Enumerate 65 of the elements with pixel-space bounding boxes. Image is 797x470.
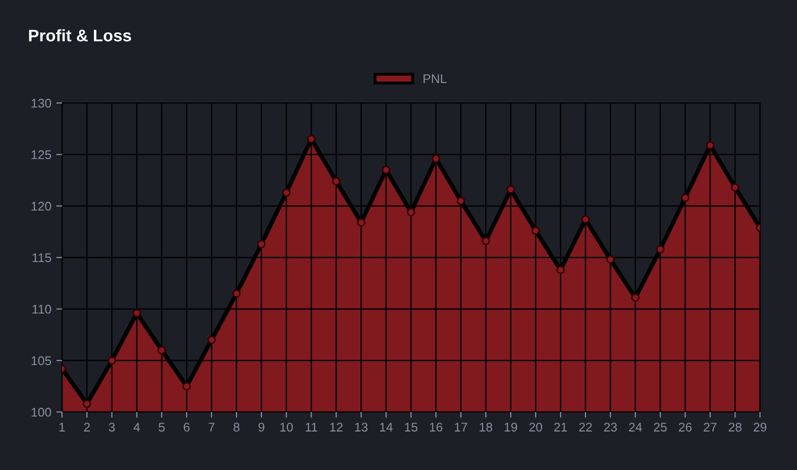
point	[356, 218, 366, 227]
point	[232, 289, 241, 298]
y-tick-label: 115	[32, 253, 52, 262]
x-tick-label: 16	[430, 422, 442, 432]
x-tick-label: 9	[258, 422, 264, 432]
x-tick-label: 12	[330, 422, 343, 432]
point	[556, 266, 565, 274]
x-tick-label: 4	[134, 422, 140, 432]
point	[482, 236, 490, 246]
x-tick-label: 13	[355, 422, 368, 432]
point	[506, 185, 515, 194]
x-tick-label: 6	[184, 422, 190, 432]
point	[706, 141, 714, 150]
y-tick-label: 130	[32, 98, 52, 108]
point	[182, 382, 191, 390]
x-tick-label: 20	[529, 422, 542, 432]
x-tick-label: 19	[504, 422, 518, 432]
point	[631, 294, 640, 302]
point	[108, 356, 116, 365]
point	[606, 255, 615, 264]
point	[307, 134, 316, 144]
point	[581, 215, 590, 224]
point	[82, 400, 92, 408]
x-tick-label: 7	[208, 422, 214, 432]
point	[730, 183, 740, 192]
y-tick-label: 100	[32, 408, 52, 417]
x-tick-label: 11	[306, 422, 318, 432]
point	[132, 308, 141, 318]
point	[158, 346, 166, 354]
x-tick-label: 8	[234, 422, 240, 432]
y-tick-label: 125	[32, 150, 52, 160]
x-tick-label: 22	[579, 422, 592, 432]
x-tick-label: 3	[108, 422, 115, 432]
x-tick-label: 1	[59, 422, 65, 432]
x-tick-label: 14	[380, 422, 393, 432]
point	[207, 336, 216, 344]
point	[282, 188, 291, 197]
x-tick-label: 21	[554, 422, 567, 432]
y-tick-label: 105	[32, 356, 52, 366]
x-tick-label: 23	[604, 422, 617, 432]
x-tick-label: 29	[754, 422, 766, 432]
x-tick-label: 24	[629, 422, 642, 432]
x-tick-label: 2	[84, 422, 90, 432]
x-tick-label: 25	[654, 422, 667, 432]
y-tick-label: 120	[32, 202, 52, 211]
point	[456, 196, 466, 206]
point	[332, 177, 340, 186]
point	[257, 240, 266, 248]
x-tick-label: 28	[728, 422, 742, 432]
point	[406, 208, 416, 216]
point	[432, 154, 440, 163]
point	[681, 194, 690, 202]
chart-title: Profit & Loss	[29, 29, 132, 42]
x-tick-label: 18	[480, 422, 492, 432]
point	[382, 166, 390, 174]
point	[656, 245, 664, 254]
x-tick-label: 10	[280, 422, 293, 432]
x-tick-label: 15	[405, 422, 418, 432]
legend-label: PNL	[424, 74, 446, 83]
point	[531, 226, 540, 235]
x-tick-label: 5	[158, 422, 165, 432]
x-tick-label: 27	[704, 422, 716, 432]
y-tick-label: 110	[32, 304, 52, 314]
x-tick-label: 17	[454, 422, 468, 432]
x-tick-label: 26	[678, 422, 692, 432]
